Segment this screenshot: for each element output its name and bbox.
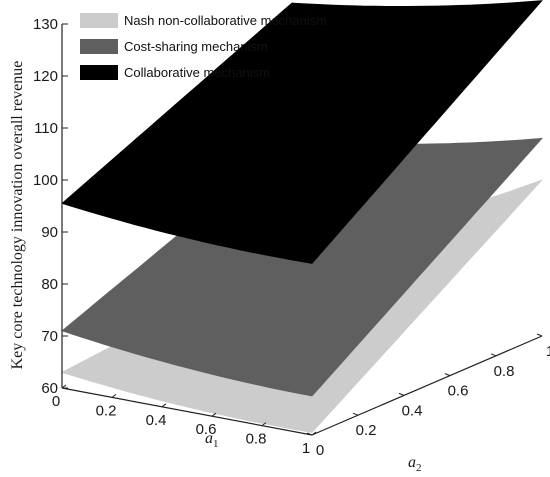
y-tick-mark [536, 333, 543, 337]
legend: Nash non-collaborative mechanism Cost-sha… [80, 13, 327, 80]
y-tick-mark [352, 412, 359, 416]
y-tick-mark [490, 353, 497, 357]
legend-entry-label: Collaborative mechanism [124, 65, 270, 80]
y-tick-mark [398, 392, 405, 396]
y-tick-label: 0.6 [448, 383, 469, 400]
x-tick-label: 0 [52, 393, 60, 410]
y-tick-mark [444, 373, 451, 377]
x-axis-line [61, 387, 313, 436]
x-tick-label: 0.4 [146, 412, 167, 429]
x-tick-mark [161, 403, 167, 408]
legend-entry-label: Cost-sharing mechanism [124, 39, 268, 54]
legend-swatch [80, 65, 118, 80]
y-axis-label: a2 [408, 454, 422, 474]
x-tick-mark [61, 384, 67, 389]
x-tick-label: 1 [302, 440, 310, 457]
y-tick-label: 0 [316, 442, 324, 459]
x-axis-label-subscript: 1 [213, 438, 219, 450]
y-tick-label: 0.2 [356, 422, 377, 439]
x-tick-label: 0.2 [96, 402, 117, 419]
x-tick-label: 0.6 [196, 421, 217, 438]
axes-group [61, 24, 543, 436]
z-tick-label: 100 [33, 172, 58, 189]
y-tick-label: 0.4 [402, 402, 423, 419]
y-axis-line [311, 335, 543, 436]
x-tick-mark [311, 431, 317, 436]
z-tick-label: 110 [34, 120, 58, 137]
y-axis-label-subscript: 2 [416, 462, 422, 474]
x-axis-label-main: a [205, 430, 213, 447]
legend-swatch [80, 13, 118, 28]
z-tick-label: 120 [33, 68, 58, 85]
x-tick-mark [261, 422, 267, 427]
legend-entry-label: Nash non-collaborative mechanism [124, 13, 327, 28]
y-tick-label: 0.8 [494, 363, 515, 380]
z-tick-label: 130 [33, 16, 58, 33]
y-axis-label-main: a [408, 454, 416, 471]
z-tick-label: 70 [41, 328, 58, 345]
legend-swatch [80, 39, 118, 54]
x-tick-mark [211, 412, 217, 417]
surface-collaborative-mechanism [61, 0, 543, 264]
x-tick-mark [111, 393, 117, 398]
x-tick-label: 0.8 [246, 431, 267, 448]
z-tick-label: 80 [41, 276, 58, 293]
y-tick-mark [306, 432, 313, 436]
x-axis-label: a1 [205, 430, 219, 450]
z-axis-label: Key core technology innovation overall r… [9, 61, 26, 370]
y-tick-label: 1 [546, 343, 550, 360]
surfaces-group [60, 0, 543, 433]
z-tick-label: 60 [41, 380, 58, 397]
z-tick-label: 90 [41, 224, 58, 241]
